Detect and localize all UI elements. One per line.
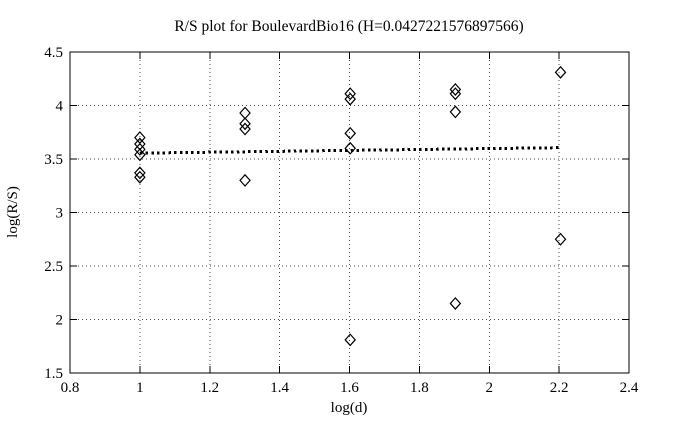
data-point-diamond: [344, 141, 357, 155]
x-tick-label: 2: [486, 380, 494, 396]
gridlines: [70, 52, 629, 373]
data-point-diamond: [449, 82, 462, 96]
data-point-diamond: [344, 333, 357, 347]
y-tick-label: 4: [56, 99, 64, 115]
x-tick-label: 1.6: [340, 380, 359, 396]
data-point-diamond: [449, 87, 462, 101]
y-tick-label: 1.5: [44, 366, 63, 382]
data-point-diamond: [239, 122, 251, 136]
data-point-diamond: [449, 105, 462, 119]
chart-title: R/S plot for BoulevardBio16 (H=0.0427221…: [174, 18, 523, 35]
axis-ticks: [69, 51, 630, 374]
x-tick-label: 1: [136, 380, 144, 396]
x-tick-label: 1.8: [410, 380, 429, 396]
x-tick-label: 1.4: [270, 380, 289, 396]
data-point-diamond: [344, 92, 357, 106]
y-tick-label: 2: [56, 313, 64, 329]
x-axis-label: log(d): [331, 400, 368, 416]
x-tick-label: 0.8: [61, 380, 80, 396]
y-axis-label: log(R/S): [5, 186, 21, 238]
data-point-diamond: [239, 117, 251, 131]
y-tick-label: 2.5: [44, 259, 63, 275]
data-point-diamond: [554, 232, 567, 246]
data-point-diamond: [134, 166, 146, 180]
fit-line-group: [139, 146, 561, 155]
y-tick-label: 4.5: [44, 45, 63, 61]
data-points: [134, 65, 567, 347]
data-point-diamond: [344, 126, 357, 140]
hurst-fit-line: [139, 146, 561, 155]
data-point-diamond: [449, 296, 462, 310]
data-point-diamond: [134, 148, 146, 162]
x-tick-label: 1.2: [200, 380, 219, 396]
data-point-diamond: [134, 170, 146, 184]
x-tick-label: 2.4: [620, 380, 639, 396]
y-tick-label: 3: [56, 206, 64, 222]
tick-labels: 0.8 1 1.2 1.4 1.6 1.8 2 2.2 2.4 1.5 2 2.5 3 3.5 4 4.5: [44, 45, 639, 396]
x-tick-label: 2.2: [550, 380, 569, 396]
data-point-diamond: [134, 142, 146, 156]
data-point-diamond: [554, 65, 567, 79]
data-point-diamond: [239, 173, 251, 187]
y-tick-label: 3.5: [44, 152, 63, 168]
data-point-diamond: [344, 87, 357, 101]
